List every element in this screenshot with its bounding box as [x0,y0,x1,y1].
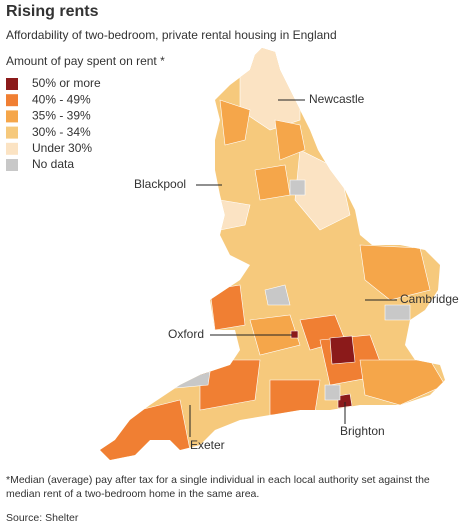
legend-label: 40% - 49% [32,92,91,106]
region [289,179,306,196]
region [269,379,321,416]
region [290,330,299,339]
region [100,399,191,460]
place-label: Oxford [168,327,204,341]
legend-swatch [6,126,18,139]
region [219,99,251,146]
legend-swatch [6,110,18,123]
legend-label: No data [32,157,74,171]
source: Source: Shelter [6,512,79,524]
region [329,335,356,365]
legend-label: 30% - 34% [32,125,91,139]
region [209,284,246,331]
place-label: Newcastle [309,92,365,106]
legend-swatch [6,142,18,155]
place-label: Exeter [190,438,225,452]
region [254,164,291,201]
england-map [100,48,445,460]
legend-label: 50% or more [32,76,101,90]
region [384,304,411,321]
subtitle: Affordability of two-bedroom, private re… [6,28,337,42]
region [359,244,431,301]
place-label: Cambridge [400,292,459,306]
footnote: median rent of a two-bedroom home in the… [6,488,259,500]
legend-swatch [6,78,18,90]
legend-title: Amount of pay spent on rent * [6,54,165,68]
region [264,284,291,306]
place-label: Brighton [340,424,385,438]
legend-swatch [6,94,18,107]
footnote: *Median (average) pay after tax for a si… [6,474,430,486]
region [199,359,261,411]
region [337,393,353,409]
legend: 50% or more 40% - 49% 35% - 39% 30% - 34% Un… [6,76,101,171]
legend-label: Under 30% [32,141,92,155]
region [274,119,306,161]
place-label: Blackpool [134,177,186,191]
region [324,384,341,401]
legend-swatch [6,159,18,171]
title: Rising rents [6,3,99,20]
legend-label: 35% - 39% [32,109,91,123]
